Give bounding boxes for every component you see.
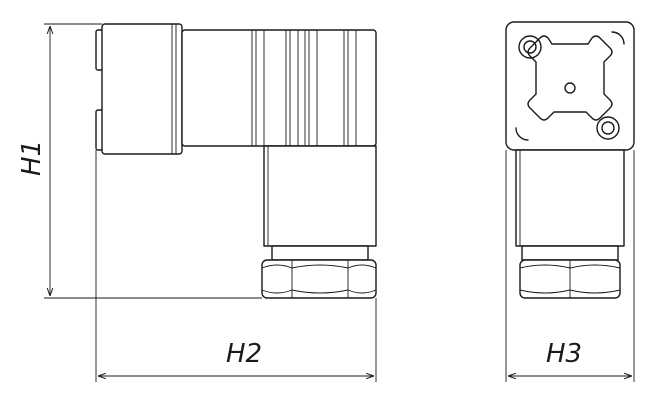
front-view — [505, 21, 635, 299]
screw-hole-bottom-right — [596, 116, 620, 140]
side-collar — [271, 245, 369, 261]
side-stem — [263, 145, 377, 247]
dimension-h2: H2 — [95, 150, 377, 382]
center-pin-icon — [564, 82, 576, 94]
h2-label: H2 — [226, 339, 262, 369]
h3-label: H3 — [546, 339, 582, 369]
front-collar — [521, 245, 619, 261]
screw-hole-top-left — [518, 35, 542, 59]
dimension-h3: H3 — [505, 150, 635, 382]
side-view — [95, 23, 377, 299]
side-cap — [101, 23, 183, 155]
front-face — [505, 21, 635, 151]
corner-arc-top-right — [611, 31, 625, 45]
corner-arc-bottom-left — [515, 127, 529, 141]
front-stem — [515, 149, 625, 247]
side-ribs — [251, 29, 357, 147]
h1-label: H1 — [17, 140, 47, 176]
side-housing — [181, 29, 377, 147]
dimension-h1: H1 — [17, 23, 262, 299]
side-nut — [261, 259, 377, 299]
front-cross-boss — [527, 35, 613, 121]
